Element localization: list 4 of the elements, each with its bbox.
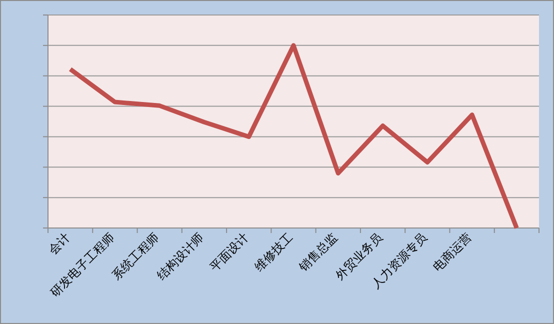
x-tick-label: 平面设计 (207, 230, 251, 274)
x-tick-label: 电商运营 (430, 230, 474, 274)
x-tick-label: 维修技工 (252, 230, 296, 274)
x-tick-label: 会计 (46, 230, 72, 258)
